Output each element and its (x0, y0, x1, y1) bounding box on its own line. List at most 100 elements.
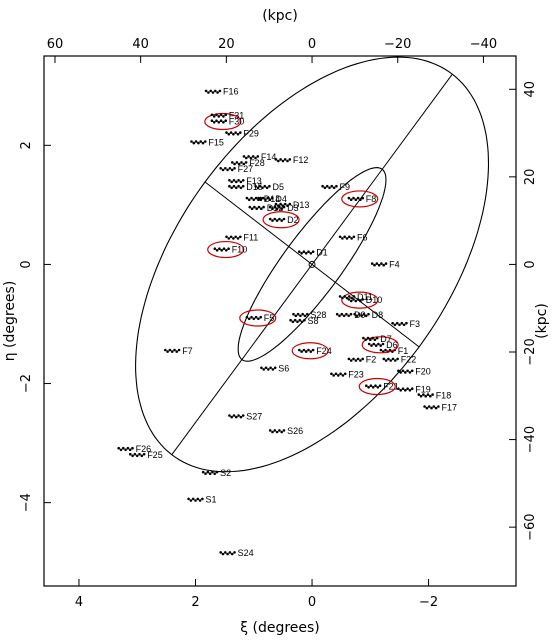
field-point (293, 318, 297, 322)
field-point (304, 252, 308, 255)
field-point (263, 184, 267, 188)
field-point (352, 196, 355, 200)
field-point (345, 237, 349, 240)
field-point (352, 298, 355, 301)
field-point (354, 359, 358, 362)
field-point (307, 250, 310, 253)
field-point (298, 318, 302, 322)
field-point (281, 159, 285, 163)
field-point (288, 158, 292, 161)
field-label: F11 (243, 233, 258, 243)
field-point (237, 184, 240, 188)
field-point (260, 207, 263, 210)
field-point (404, 371, 407, 374)
field-point (250, 207, 254, 210)
field-d6: D6 (361, 336, 399, 354)
field-point (361, 298, 365, 301)
highlight-ring (207, 240, 245, 259)
field-point (239, 186, 243, 190)
field-point (239, 415, 243, 419)
field-label: D15 (246, 182, 263, 192)
field-point (254, 184, 257, 188)
field-f31: F31 (210, 111, 244, 121)
field-point (221, 552, 225, 556)
field-label: D9 (354, 310, 366, 320)
field-point (404, 389, 407, 392)
field-point (364, 314, 368, 318)
field-point (298, 348, 301, 352)
field-point (273, 217, 277, 221)
field-point (225, 235, 228, 239)
field-f8: F8 (341, 190, 379, 208)
field-point (397, 387, 400, 391)
field-point (275, 219, 279, 222)
field-point (201, 470, 205, 474)
highlight-ring (291, 342, 329, 360)
field-point (261, 186, 264, 190)
field-point (189, 499, 193, 502)
field-point (217, 115, 221, 118)
field-point (206, 470, 210, 474)
field-label: F27 (238, 164, 254, 174)
field-point (278, 429, 281, 432)
field-point (214, 89, 217, 93)
field-point (117, 446, 120, 450)
field-point (255, 207, 258, 210)
field-point (215, 119, 218, 122)
field-point (365, 384, 368, 388)
field-f7: F7 (164, 346, 193, 356)
field-point (232, 184, 236, 188)
field-point (292, 312, 295, 316)
field-label: F20 (415, 367, 431, 377)
x-tick-label-top: 60 (47, 37, 64, 52)
field-point (267, 368, 270, 371)
field-point (332, 374, 336, 377)
field-point (221, 168, 225, 172)
field-point (245, 196, 249, 200)
field-label: F5 (264, 313, 275, 323)
field-label: F12 (293, 155, 309, 165)
field-point (204, 472, 207, 476)
field-point (430, 406, 433, 410)
field-point (274, 158, 278, 161)
field-point (257, 205, 261, 209)
x-tick-label-top: 0 (308, 37, 316, 52)
field-point (126, 446, 130, 450)
field-point (359, 299, 362, 303)
field-point (135, 454, 139, 458)
field-point (251, 155, 255, 158)
field-point (194, 499, 197, 502)
field-f29: F29 (225, 128, 259, 138)
field-point (338, 235, 342, 239)
field-point (235, 180, 238, 184)
field-point (247, 198, 251, 201)
field-f25: F25 (129, 450, 163, 460)
field-point (375, 262, 379, 265)
field-point (395, 321, 399, 325)
field-point (234, 235, 237, 239)
field-point (301, 312, 305, 316)
field-s24: S24 (219, 548, 254, 558)
field-point (341, 237, 344, 240)
field-f28: F28 (231, 158, 265, 168)
field-point (278, 217, 281, 221)
field-label: S2 (220, 468, 231, 478)
field-point (218, 89, 222, 93)
field-point (361, 357, 365, 361)
field-f3: F3 (391, 319, 420, 329)
highlight-ring (341, 190, 379, 208)
field-point (129, 452, 132, 456)
field-label: F13 (246, 176, 262, 186)
field-point (274, 202, 278, 206)
field-point (207, 91, 210, 94)
field-point (245, 315, 249, 319)
field-point (256, 155, 260, 158)
field-point (138, 452, 141, 456)
field-point (377, 342, 380, 346)
y-axis-title-left: η (degrees) (2, 281, 18, 362)
field-point (215, 249, 219, 252)
field-point (353, 312, 357, 316)
highlight-ring (239, 309, 277, 327)
field-point (372, 342, 376, 346)
